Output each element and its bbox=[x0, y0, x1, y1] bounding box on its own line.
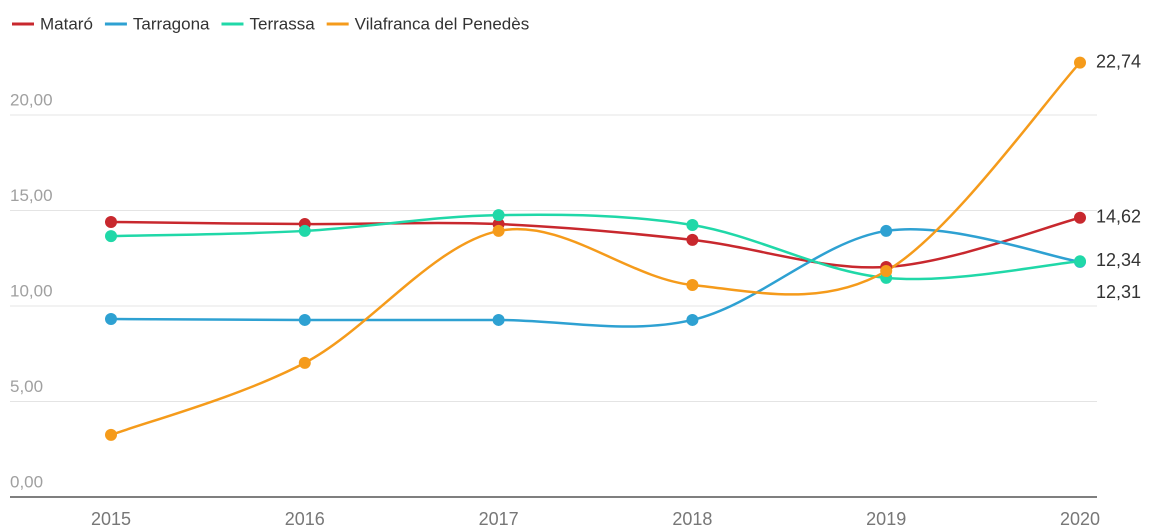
series-line bbox=[110, 228, 1081, 328]
series-line bbox=[110, 216, 1081, 269]
data-label: 22,74 bbox=[1096, 51, 1141, 71]
data-point bbox=[1074, 56, 1086, 69]
x-tick-label: 2020 bbox=[1060, 509, 1100, 529]
y-tick-label: 0,00 bbox=[10, 472, 43, 491]
x-tick-label: 2015 bbox=[91, 509, 131, 529]
x-tick-label: 2017 bbox=[479, 509, 519, 529]
data-point bbox=[492, 313, 505, 326]
data-point bbox=[105, 215, 117, 228]
data-point bbox=[1074, 211, 1086, 224]
data-point bbox=[105, 312, 117, 325]
data-point bbox=[686, 313, 699, 326]
legend-label: Mataró bbox=[40, 14, 93, 33]
y-tick-label: 20,00 bbox=[10, 90, 53, 109]
y-tick-label: 10,00 bbox=[10, 281, 53, 300]
data-point bbox=[1074, 255, 1086, 268]
data-point bbox=[880, 224, 893, 237]
data-point bbox=[298, 356, 311, 369]
data-point bbox=[686, 219, 699, 232]
x-tick-label: 2016 bbox=[285, 509, 325, 529]
data-point bbox=[105, 230, 117, 243]
x-tick-label: 2018 bbox=[672, 509, 712, 529]
x-tick-label: 2019 bbox=[866, 509, 906, 529]
data-label: 14,62 bbox=[1096, 207, 1141, 227]
data-point bbox=[880, 265, 893, 278]
data-point bbox=[686, 233, 699, 246]
data-label: 12,31 bbox=[1096, 282, 1141, 302]
series-line bbox=[110, 61, 1081, 437]
data-point bbox=[492, 224, 505, 237]
y-tick-label: 15,00 bbox=[10, 186, 53, 205]
y-tick-label: 5,00 bbox=[10, 377, 43, 396]
data-point bbox=[298, 313, 311, 326]
data-label: 12,34 bbox=[1096, 250, 1141, 270]
data-point bbox=[105, 428, 117, 441]
legend-label: Vilafranca del Penedès bbox=[355, 14, 530, 33]
series-line bbox=[110, 213, 1081, 281]
legend-label: Tarragona bbox=[133, 14, 210, 33]
data-point bbox=[686, 278, 699, 291]
data-point bbox=[492, 209, 505, 222]
legend-label: Terrassa bbox=[249, 14, 315, 33]
data-point bbox=[298, 224, 311, 237]
